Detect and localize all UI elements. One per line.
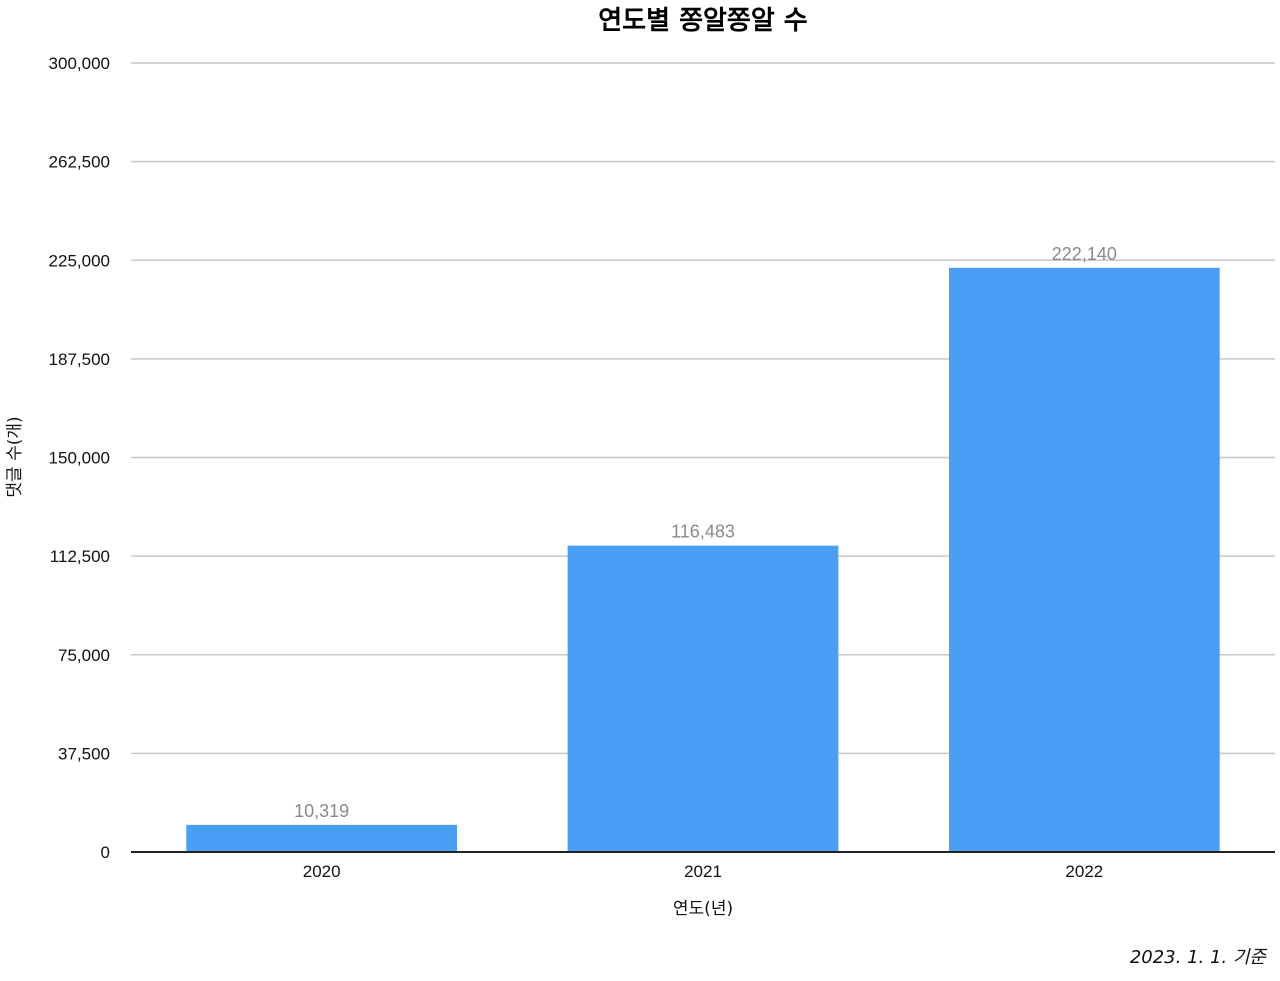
y-tick-label: 150,000 bbox=[49, 449, 110, 468]
x-tick-label: 2021 bbox=[684, 862, 722, 881]
bar-2021 bbox=[567, 545, 839, 852]
bar-2020 bbox=[186, 824, 458, 852]
footnote: 2023. 1. 1. 기준 bbox=[1130, 947, 1268, 968]
data-label-2020: 10,319 bbox=[294, 801, 349, 821]
y-tick-label: 0 bbox=[101, 843, 110, 862]
data-labels: 10,319 116,483 222,140 bbox=[294, 244, 1117, 821]
data-label-2022: 222,140 bbox=[1052, 244, 1117, 264]
x-tick-label: 2020 bbox=[303, 862, 341, 881]
x-tick-label: 2022 bbox=[1065, 862, 1103, 881]
x-axis-ticks: 2020 2021 2022 bbox=[303, 862, 1103, 881]
x-axis-label: 연도(년) bbox=[673, 899, 733, 919]
y-tick-label: 75,000 bbox=[58, 646, 110, 665]
bar-2022 bbox=[948, 267, 1220, 852]
y-tick-label: 37,500 bbox=[58, 744, 110, 763]
data-label-2021: 116,483 bbox=[671, 522, 735, 542]
y-tick-label: 262,500 bbox=[49, 153, 110, 172]
y-axis-ticks: 0 37,500 75,000 112,500 150,000 187,500 225,00… bbox=[49, 54, 110, 862]
y-axis-label: 댓글 수(개) bbox=[5, 416, 25, 497]
y-tick-label: 225,000 bbox=[49, 251, 110, 270]
y-tick-label: 187,500 bbox=[49, 350, 110, 369]
y-tick-label: 112,500 bbox=[50, 547, 110, 566]
chart-title: 연도별 쫑알쫑알 수 bbox=[598, 6, 807, 36]
y-tick-label: 300,000 bbox=[49, 54, 110, 73]
bars bbox=[186, 267, 1220, 852]
